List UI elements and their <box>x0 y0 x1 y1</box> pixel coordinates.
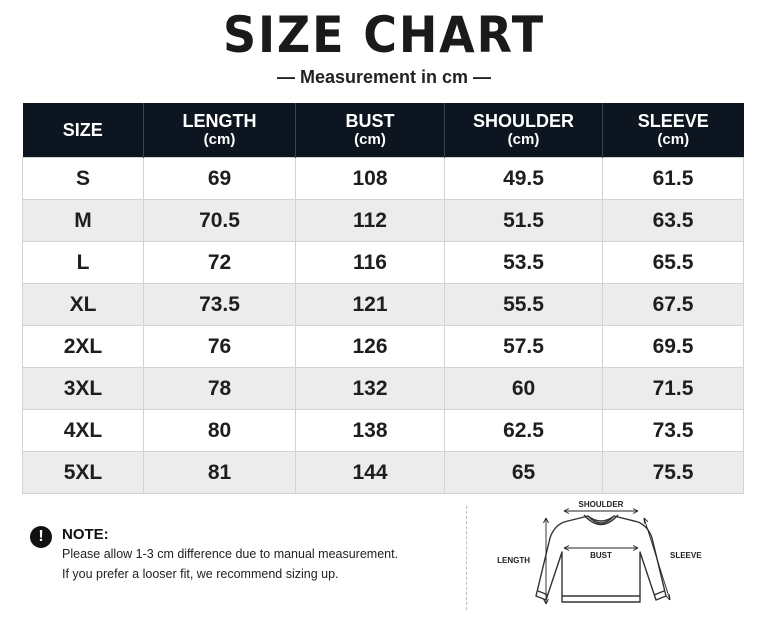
cell-shoulder: 51.5 <box>444 199 603 242</box>
cell-length: 78 <box>143 367 296 410</box>
cell-size: L <box>22 241 144 284</box>
page-title: SIZE CHART <box>222 6 546 64</box>
cell-sleeve: 61.5 <box>602 157 744 200</box>
page-subtitle: — Measurement in cm — <box>276 67 492 87</box>
column-unit: (cm) <box>657 131 690 148</box>
table-header-row: SIZE LENGTH (cm) BUST (cm) SHOULDER (cm)… <box>22 103 744 158</box>
cell-sleeve: 73.5 <box>602 409 744 452</box>
cell-sleeve: 63.5 <box>602 199 744 242</box>
divider <box>466 506 467 610</box>
cell-bust: 112 <box>295 199 445 242</box>
cell-sleeve: 71.5 <box>602 367 744 410</box>
cell-length: 69 <box>143 157 296 200</box>
table-row: M 70.5 112 51.5 63.5 <box>22 199 744 242</box>
sleeve-label: SLEEVE <box>670 551 702 560</box>
cell-sleeve: 75.5 <box>602 451 744 494</box>
cell-bust: 144 <box>295 451 445 494</box>
column-header-size: SIZE <box>22 103 144 158</box>
column-header-length: LENGTH (cm) <box>143 103 296 158</box>
cell-size: 3XL <box>22 367 144 410</box>
table-row: 5XL 81 144 65 75.5 <box>22 451 744 494</box>
cell-sleeve: 67.5 <box>602 283 744 326</box>
column-header-sleeve: SLEEVE (cm) <box>602 103 744 158</box>
cell-bust: 121 <box>295 283 445 326</box>
column-label: SIZE <box>62 119 103 140</box>
length-label: LENGTH <box>497 556 530 565</box>
table-row: 2XL 76 126 57.5 69.5 <box>22 325 744 368</box>
note-line: Please allow 1-3 cm difference due to ma… <box>62 547 399 561</box>
note-line: If you prefer a looser fit, we recommend… <box>62 567 339 581</box>
cell-shoulder: 60 <box>444 367 603 410</box>
measurement-diagram: SHOULDER BUST LENGTH SLEEVE <box>480 496 720 617</box>
cell-sleeve: 65.5 <box>602 241 744 284</box>
column-label: SLEEVE <box>637 111 709 131</box>
cell-length: 76 <box>143 325 296 368</box>
cell-shoulder: 57.5 <box>444 325 603 368</box>
cell-shoulder: 53.5 <box>444 241 603 284</box>
cell-shoulder: 55.5 <box>444 283 603 326</box>
column-unit: (cm) <box>203 131 236 148</box>
cell-bust: 108 <box>295 157 445 200</box>
cell-shoulder: 49.5 <box>444 157 603 200</box>
cell-length: 81 <box>143 451 296 494</box>
cell-bust: 126 <box>295 325 445 368</box>
sweater-icon: SHOULDER BUST LENGTH SLEEVE <box>497 500 702 605</box>
shoulder-label: SHOULDER <box>579 500 624 509</box>
cell-length: 72 <box>143 241 296 284</box>
table-row: XL 73.5 121 55.5 67.5 <box>22 283 744 326</box>
cell-length: 73.5 <box>143 283 296 326</box>
cell-shoulder: 62.5 <box>444 409 603 452</box>
table-row: L 72 116 53.5 65.5 <box>22 241 744 284</box>
column-label: BUST <box>345 111 395 131</box>
cell-size: 5XL <box>22 451 144 494</box>
size-table: SIZE LENGTH (cm) BUST (cm) SHOULDER (cm)… <box>22 103 744 494</box>
exclamation-icon: ! <box>30 526 52 548</box>
cell-bust: 116 <box>295 241 445 284</box>
column-unit: (cm) <box>507 131 540 148</box>
column-label: LENGTH <box>182 111 257 131</box>
cell-length: 80 <box>143 409 296 452</box>
table-row: 3XL 78 132 60 71.5 <box>22 367 744 410</box>
cell-shoulder: 65 <box>444 451 603 494</box>
cell-bust: 138 <box>295 409 445 452</box>
cell-size: M <box>22 199 144 242</box>
table-row: S 69 108 49.5 61.5 <box>22 157 744 200</box>
cell-length: 70.5 <box>143 199 296 242</box>
table-row: 4XL 80 138 62.5 73.5 <box>22 409 744 452</box>
cell-bust: 132 <box>295 367 445 410</box>
cell-size: 2XL <box>22 325 144 368</box>
column-unit: (cm) <box>354 131 386 148</box>
bust-label: BUST <box>590 551 612 560</box>
column-label: SHOULDER <box>472 111 574 131</box>
cell-size: 4XL <box>22 409 144 452</box>
cell-size: S <box>22 157 144 200</box>
note-title: NOTE: <box>62 526 109 543</box>
column-header-bust: BUST (cm) <box>295 103 445 158</box>
column-header-shoulder: SHOULDER (cm) <box>444 103 603 158</box>
cell-size: XL <box>22 283 144 326</box>
cell-sleeve: 69.5 <box>602 325 744 368</box>
